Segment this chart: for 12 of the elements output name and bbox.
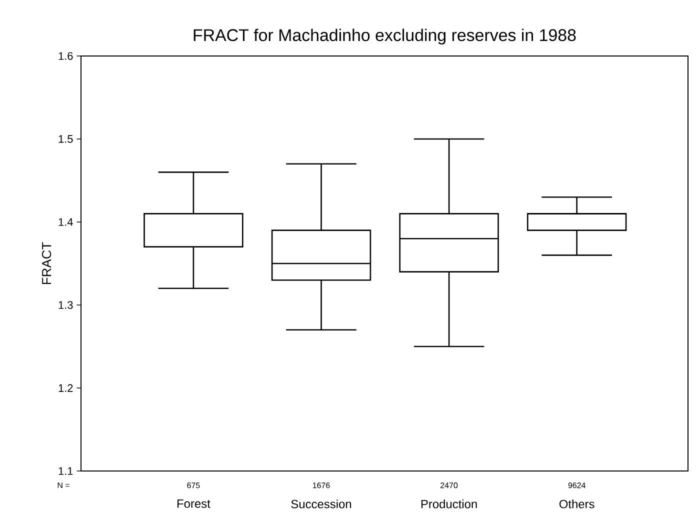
- x-tick-label: Others: [559, 500, 594, 508]
- chart-title: FRACT for Machadinho excluding reserves in 1988: [194, 28, 576, 45]
- y-tick-label: 1.2: [58, 384, 73, 392]
- y-axis-title: FRACT: [42, 242, 52, 284]
- y-tick-label: 1.4: [58, 218, 73, 226]
- y-tick-label: 1.6: [58, 52, 73, 60]
- y-tick-label: 1.1: [58, 467, 73, 475]
- y-tick-label: 1.5: [58, 135, 73, 143]
- x-tick-label: Production: [421, 500, 477, 508]
- x-tick-label: Forest: [178, 500, 210, 508]
- x-tick-label: Succession: [291, 500, 352, 508]
- y-tick-label: 1.3: [58, 301, 73, 309]
